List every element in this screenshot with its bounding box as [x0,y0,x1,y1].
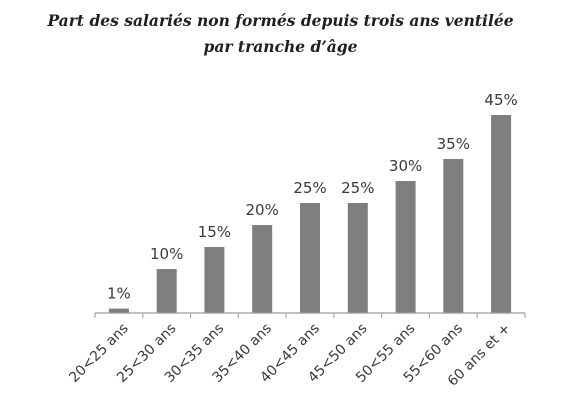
bar-6 [347,203,368,313]
bar-5 [300,203,320,313]
data-label-7: 30% [389,157,422,175]
data-label-4: 20% [246,201,279,219]
bar-3 [204,247,225,313]
chart-title-line-1: Part des salariés non formés depuis troi… [47,11,514,30]
bar-8 [443,159,464,313]
bar-7 [395,181,416,313]
bar-1 [108,308,129,313]
data-label-2: 10% [150,245,183,263]
chart-title: Part des salariés non formés depuis troi… [0,8,561,60]
data-label-1: 1% [107,285,131,303]
data-label-6: 25% [341,179,374,197]
data-label-3: 15% [198,223,231,241]
bar-4 [252,225,273,313]
x-axis-ticks-group [94,313,526,318]
bar-9 [491,115,512,313]
bars-group [108,115,512,313]
data-label-9: 45% [484,91,517,109]
data-label-5: 25% [293,179,326,197]
data-labels-group: 1% 10% 15% 20% 25% 25% 30% 35% 45% [107,91,518,303]
chart-subtitle: par tranche d’âge [203,37,358,56]
data-label-8: 35% [437,135,470,153]
bar-2 [156,269,177,313]
